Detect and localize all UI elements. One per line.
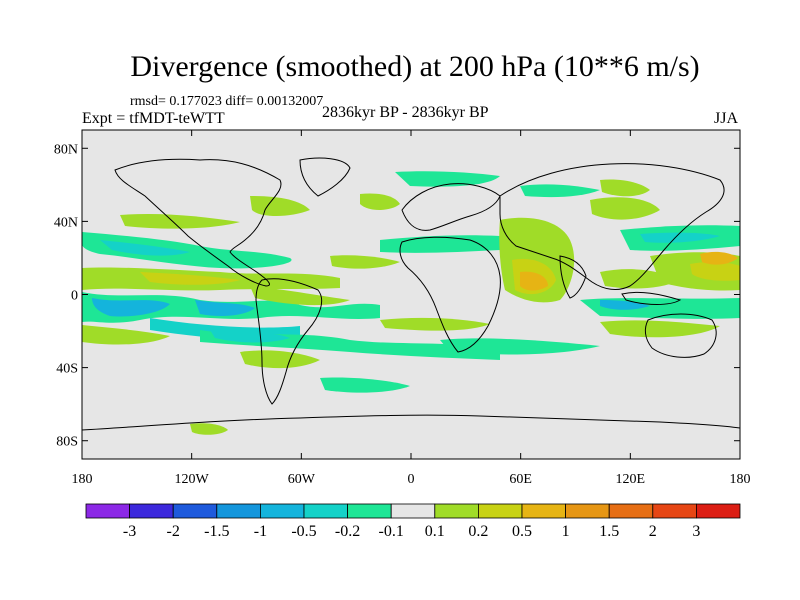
colorbar-label: 0.2 xyxy=(468,523,488,540)
lon-tick-label: 120E xyxy=(616,472,646,487)
lon-tick-label: 180 xyxy=(72,472,93,487)
colorbar-label: -1 xyxy=(254,523,267,540)
colorbar-label: -3 xyxy=(123,523,136,540)
colorbar-label: -0.5 xyxy=(291,523,316,540)
coastline-antarctica xyxy=(82,414,740,431)
field-patch xyxy=(210,330,290,343)
field-patch xyxy=(600,320,720,338)
colorbar-swatch xyxy=(696,503,741,519)
colorbar-swatch xyxy=(303,503,348,519)
colorbar-label: 1.5 xyxy=(599,523,619,540)
coastline-indonesia xyxy=(621,291,682,305)
colorbar-swatch xyxy=(521,503,566,519)
colorbar-swatch xyxy=(390,503,436,519)
colorbar-label: 2 xyxy=(649,523,657,540)
colorbar-swatch xyxy=(347,503,392,519)
field-patch xyxy=(250,286,350,306)
colorbar-swatch xyxy=(216,503,261,519)
field-patch xyxy=(590,197,660,220)
lon-tick-label: 0 xyxy=(408,472,415,487)
lat-tick-label: 0 xyxy=(71,289,78,304)
coastline-india xyxy=(559,255,587,299)
field-patch xyxy=(600,300,650,310)
latitude-ticks: 80N 40N 0 40S 80S xyxy=(54,142,740,450)
field-patch xyxy=(195,300,255,316)
season-label: JJA xyxy=(714,110,739,127)
field-patch xyxy=(100,240,190,256)
field-patch xyxy=(82,232,292,269)
colorbar-label: -1.5 xyxy=(204,523,229,540)
colorbar-label: -0.1 xyxy=(379,523,404,540)
field-patch xyxy=(320,377,410,393)
longitude-ticks: 180 120W 60W 0 60E 120E 180 xyxy=(72,130,751,487)
field-patch xyxy=(330,255,400,269)
colorbar-label: -0.2 xyxy=(335,523,360,540)
field-patch xyxy=(600,179,650,197)
field-patch xyxy=(380,317,490,331)
colorbar-swatch xyxy=(85,503,130,519)
lat-tick-label: 40N xyxy=(54,215,78,230)
field-patch xyxy=(190,423,228,435)
coastline-greenland xyxy=(299,157,351,197)
lon-tick-label: 60E xyxy=(509,472,532,487)
lat-tick-label: 40S xyxy=(56,362,78,377)
colorbar: -3 -2 -1.5 -1 -0.5 -0.2 -0.1 0.1 0.2 0.5 1 1.5 2 3 xyxy=(85,503,741,540)
coastline-australia xyxy=(644,313,717,358)
coastline-north-america xyxy=(114,158,282,287)
divergence-field xyxy=(82,171,740,435)
field-patch xyxy=(440,338,600,355)
lon-tick-label: 180 xyxy=(730,472,751,487)
colorbar-label: 3 xyxy=(692,523,700,540)
colorbar-swatch xyxy=(434,503,479,519)
lat-tick-label: 80N xyxy=(54,142,78,157)
field-patch xyxy=(520,184,600,198)
colorbar-swatch xyxy=(259,503,305,519)
lon-tick-label: 120W xyxy=(175,472,210,487)
colorbar-label: 0.5 xyxy=(512,523,532,540)
field-patch xyxy=(700,251,738,265)
field-patch xyxy=(240,350,320,369)
colorbar-label: 0.1 xyxy=(425,523,445,540)
period-label: 2836kyr BP - 2836kyr BP xyxy=(322,104,489,121)
colorbar-label: 1 xyxy=(562,523,570,540)
field-patch xyxy=(690,261,740,281)
colorbar-swatch xyxy=(129,503,174,519)
coastline-asia xyxy=(499,163,725,290)
coastline-south-america xyxy=(255,278,323,405)
colorbar-swatch xyxy=(652,503,697,519)
field-patch xyxy=(360,193,400,210)
colorbar-swatch xyxy=(565,503,610,519)
field-patch xyxy=(92,298,170,317)
colorbar-swatch xyxy=(172,503,218,519)
colorbar-swatch xyxy=(608,503,654,519)
coastline-africa xyxy=(399,236,501,353)
field-patch xyxy=(640,232,720,243)
field-patch xyxy=(395,171,500,187)
colorbar-swatch xyxy=(477,503,523,519)
field-patch xyxy=(140,272,240,285)
lon-tick-label: 60W xyxy=(288,472,316,487)
lat-tick-label: 80S xyxy=(56,435,78,450)
coastlines xyxy=(82,157,740,431)
stats-text: rmsd= 0.177023 diff= 0.00132007 xyxy=(130,94,324,109)
colorbar-label: -2 xyxy=(167,523,180,540)
field-patch xyxy=(120,213,240,229)
coastline-europe xyxy=(401,183,501,231)
experiment-label: Expt = tfMDT-teWTT xyxy=(82,110,225,127)
map-title: Divergence (smoothed) at 200 hPa (10**6 … xyxy=(130,50,700,83)
field-patch xyxy=(520,271,548,291)
field-patch xyxy=(82,325,170,345)
